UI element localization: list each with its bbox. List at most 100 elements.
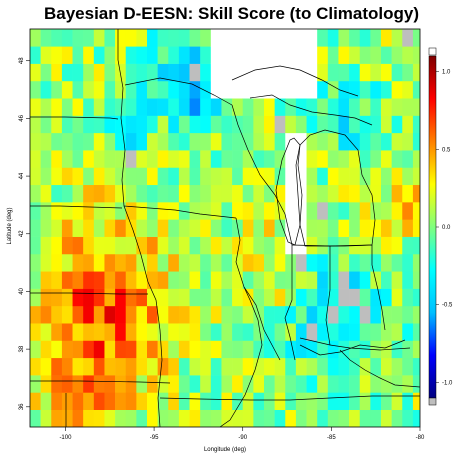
- grid-cell: [189, 323, 201, 341]
- grid-cell: [147, 340, 158, 359]
- grid-cell: [285, 132, 297, 151]
- grid-cell: [125, 323, 137, 341]
- grid-cell: [274, 392, 286, 410]
- grid-cell: [232, 63, 244, 82]
- grid-cell: [157, 323, 169, 341]
- grid-cell: [295, 375, 307, 393]
- grid-cell: [221, 271, 233, 289]
- grid-cell: [147, 305, 158, 324]
- grid-cell: [264, 253, 275, 272]
- grid-cell: [370, 132, 382, 151]
- grid-cell: [295, 29, 307, 30]
- grid-cell: [104, 253, 116, 272]
- grid-cell: [338, 323, 350, 341]
- grid-cell: [412, 288, 420, 307]
- grid-cell: [30, 323, 41, 341]
- grid-cell: [285, 392, 297, 410]
- grid-cell: [381, 80, 392, 99]
- grid-cell: [232, 305, 244, 324]
- grid-cell: [83, 150, 95, 168]
- lake-superior-shore: [231, 65, 359, 97]
- grid-cell: [295, 132, 307, 151]
- grid-cell: [349, 132, 361, 151]
- grid-cell: [232, 46, 244, 64]
- grid-cell: [51, 253, 63, 272]
- grid-cell: [274, 29, 286, 30]
- grid-cell: [93, 288, 105, 307]
- grid-cell: [157, 132, 169, 151]
- grid-cell: [391, 202, 403, 220]
- grid-cell: [381, 219, 392, 237]
- grid-cell: [221, 305, 233, 324]
- grid-cell: [359, 323, 371, 341]
- grid-cell: [370, 253, 382, 272]
- grid-cell: [147, 375, 158, 393]
- grid-cell: [317, 357, 329, 376]
- y-tick-label: 42: [19, 230, 25, 237]
- grid-cell: [147, 236, 158, 255]
- x-tick-label: -80: [416, 435, 425, 441]
- grid-cell: [40, 253, 52, 272]
- grid-cell: [115, 115, 127, 134]
- grid-cell: [104, 167, 116, 186]
- grid-cell: [83, 98, 95, 116]
- grid-cell: [200, 63, 212, 82]
- grid-cell: [327, 271, 339, 289]
- grid-cell: [412, 375, 420, 393]
- grid-cell: [136, 288, 148, 307]
- grid-cell: [327, 98, 339, 116]
- grid-cell: [61, 167, 73, 186]
- grid-cell: [178, 305, 190, 324]
- grid-cell: [61, 392, 73, 410]
- grid-cell: [338, 115, 350, 134]
- grid-cell: [136, 46, 148, 64]
- grid-cell: [412, 340, 420, 359]
- grid-cell: [412, 184, 420, 203]
- grid-cell: [168, 202, 180, 220]
- grid-cell: [30, 202, 41, 220]
- grid-cell: [274, 375, 286, 393]
- grid-cell: [295, 219, 307, 237]
- grid-cell: [327, 115, 339, 134]
- grid-cell: [200, 167, 212, 186]
- grid-cell: [370, 184, 382, 203]
- grid-cell: [61, 271, 73, 289]
- grid-cell: [104, 409, 116, 427]
- grid-cell: [306, 46, 318, 64]
- grid-cell: [338, 409, 350, 427]
- grid-cell: [178, 323, 190, 341]
- grid-cell: [168, 236, 180, 255]
- grid-cell: [104, 98, 116, 116]
- grid-cell: [221, 323, 233, 341]
- grid-cell: [200, 409, 212, 427]
- grid-cell: [93, 236, 105, 255]
- grid-cell: [147, 46, 158, 64]
- grid-cell: [147, 80, 158, 99]
- grid-cell: [306, 392, 318, 410]
- grid-cell: [242, 340, 254, 359]
- grid-cell: [221, 80, 233, 99]
- grid-cell: [306, 409, 318, 427]
- grid-cell: [210, 340, 222, 359]
- grid-cell: [200, 46, 212, 64]
- grid-cell: [370, 29, 382, 30]
- grid-cell: [221, 202, 233, 220]
- grid-cell: [157, 80, 169, 99]
- grid-cell: [40, 150, 52, 168]
- grid-cell: [402, 115, 414, 134]
- grid-cell: [104, 392, 116, 410]
- grid-cell: [200, 375, 212, 393]
- grid-cell: [285, 219, 297, 237]
- grid-cell: [338, 29, 350, 30]
- grid-cell: [168, 392, 180, 410]
- grid-cell: [125, 115, 137, 134]
- grid-cell: [359, 115, 371, 134]
- grid-cell: [381, 236, 392, 255]
- grid-cell: [189, 392, 201, 410]
- grid-cell: [391, 271, 403, 289]
- grid-cell: [359, 375, 371, 393]
- grid-cell: [72, 357, 84, 376]
- grid-cell: [274, 219, 286, 237]
- grid-cell: [264, 288, 275, 307]
- grid-cell: [338, 288, 350, 307]
